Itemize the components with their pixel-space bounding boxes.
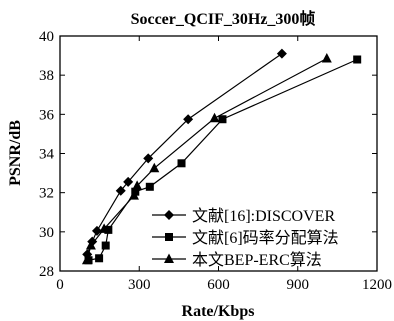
legend-marker [164,210,174,220]
legend-marker [165,233,173,241]
y-tick-label: 34 [39,147,55,163]
series-triangle [81,53,332,265]
data-point [104,225,113,234]
legend-marker [164,253,174,263]
data-point [177,159,186,168]
x-tick-label: 300 [128,277,151,293]
axis-ticks: 0 300 600 900 1200 28 30 32 34 36 38 40 [39,29,392,293]
series-diamond [82,48,287,260]
data-point [132,180,143,190]
data-point [145,182,154,191]
data-point [321,53,332,63]
data-point [183,114,194,125]
data-point [143,153,154,164]
legend-label: 文献[16]:DISCOVER [192,207,335,225]
data-point [85,240,96,250]
data-point [276,48,287,59]
y-tick-label: 40 [39,29,54,45]
x-tick-label: 900 [287,277,310,293]
data-point [81,254,92,265]
data-point [209,112,220,123]
legend-label: 本文BEP-ERC算法 [192,250,322,269]
data-point [95,254,104,263]
data-point [91,225,102,236]
y-tick-label: 38 [39,68,54,84]
legend-label: 文献[6]码率分配算法 [192,228,339,247]
data-point [353,55,362,64]
legend-entry: 本文BEP-ERC算法 [152,250,322,269]
data-point [123,176,134,187]
y-tick-label: 36 [39,107,55,123]
y-tick-label: 28 [39,264,54,280]
series-line [86,57,328,261]
data-point [149,162,160,173]
legend-entry: 文献[16]:DISCOVER [152,207,335,225]
x-tick-label: 0 [56,277,64,293]
series-group [81,48,362,265]
y-tick-label: 30 [39,225,54,241]
x-tick-label: 1200 [362,277,392,293]
x-axis-label: Rate/Kbps [182,303,255,320]
y-tick-label: 32 [39,186,54,202]
data-point [115,185,126,196]
data-point [128,190,139,200]
data-point [99,223,110,233]
data-point [218,115,227,124]
data-point [101,241,110,250]
legend-entry: 文献[6]码率分配算法 [152,228,339,247]
x-tick-label: 600 [207,277,230,293]
chart-title: Soccer_QCIF_30Hz_300帧 [131,9,316,28]
y-axis-label: PSNR/dB [7,120,24,186]
